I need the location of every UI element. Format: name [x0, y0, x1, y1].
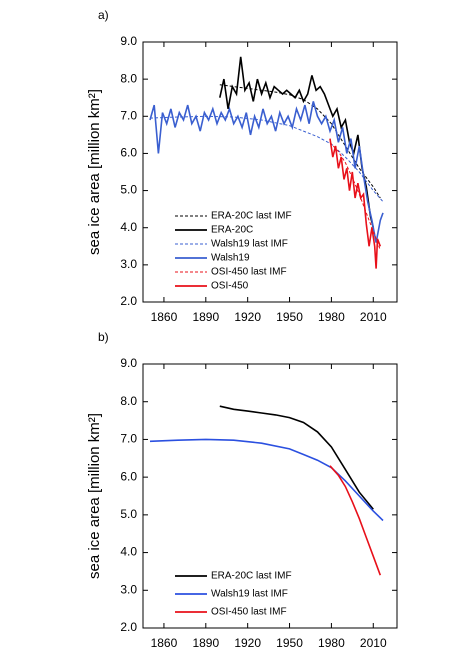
y-tick-label: 9.0 [120, 34, 137, 48]
x-tick-label: 1980 [318, 636, 345, 650]
legend-label: OSI-450 last IMF [211, 267, 287, 278]
x-tick-label: 1860 [151, 636, 178, 650]
y-tick-label: 2.0 [120, 620, 137, 634]
panel-label: b) [98, 330, 109, 344]
y-tick-label: 8.0 [120, 71, 137, 85]
legend-label: Walsh19 last IMF [211, 239, 288, 250]
x-tick-label: 1920 [234, 636, 261, 650]
legend-label: ERA-20C last IMF [211, 211, 292, 222]
y-tick-label: 7.0 [120, 432, 137, 446]
legend-label: ERA-20C last IMF [211, 571, 292, 582]
x-tick-label: 2010 [360, 310, 387, 324]
y-tick-label: 3.0 [120, 257, 137, 271]
y-tick-label: 7.0 [120, 108, 137, 122]
plot-frame [142, 363, 398, 629]
x-tick-label: 1890 [192, 636, 219, 650]
plot-area [149, 56, 384, 269]
y-tick-label: 3.0 [120, 582, 137, 596]
y-tick-label: 5.0 [120, 183, 137, 197]
x-tick-label: 1890 [192, 310, 219, 324]
y-axis-label: sea ice area [million km²] [86, 413, 103, 579]
plot-area [149, 405, 384, 576]
x-tick-label: 1860 [151, 310, 178, 324]
x-tick-label: 1980 [318, 310, 345, 324]
y-tick-label: 8.0 [120, 394, 137, 408]
legend-label: ERA-20C [211, 225, 253, 236]
y-tick-label: 2.0 [120, 294, 137, 308]
plot-frame [142, 41, 398, 303]
series-line [219, 56, 375, 228]
y-tick-label: 6.0 [120, 146, 137, 160]
series-line [329, 465, 382, 576]
y-axis-label: sea ice area [million km²] [86, 89, 103, 255]
y-tick-label: 9.0 [120, 356, 137, 370]
legend-label: OSI-450 last IMF [211, 607, 287, 618]
x-tick-label: 2010 [360, 636, 387, 650]
y-tick-label: 6.0 [120, 469, 137, 483]
series-line [329, 138, 382, 269]
series-line [219, 405, 374, 510]
legend-label: OSI-450 [211, 281, 249, 292]
x-tick-label: 1950 [276, 310, 303, 324]
legend-label: Walsh19 last IMF [211, 589, 288, 600]
series-line [149, 101, 384, 243]
series-line [149, 438, 384, 522]
x-tick-label: 1920 [234, 310, 261, 324]
x-tick-label: 1950 [276, 636, 303, 650]
y-tick-label: 4.0 [120, 220, 137, 234]
panel-label: a) [98, 8, 109, 22]
y-tick-label: 5.0 [120, 507, 137, 521]
y-tick-label: 4.0 [120, 545, 137, 559]
legend-label: Walsh19 [211, 253, 250, 264]
series-line [149, 115, 384, 203]
